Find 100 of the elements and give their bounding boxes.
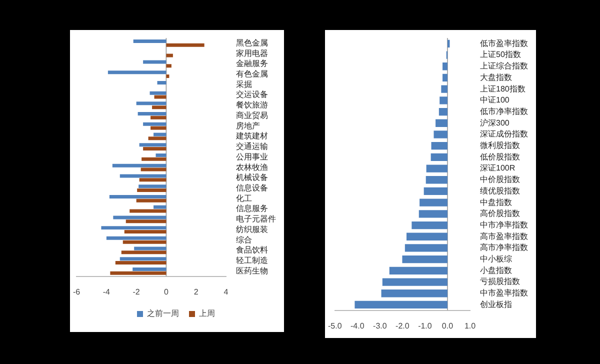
bar (139, 143, 166, 147)
bar (154, 95, 166, 99)
x-tick-label: -2 (132, 287, 140, 296)
y-tick-label: 电子元器件 (236, 214, 276, 224)
y-tick-label: 上证50指数 (480, 50, 521, 60)
bar (113, 216, 166, 220)
bar (130, 209, 166, 213)
y-tick-label: 大盘指数 (480, 72, 512, 82)
y-tick-label: 深证成份指数 (480, 130, 528, 139)
x-tick-label: -6 (72, 287, 81, 296)
y-tick-label: 高市净率指数 (480, 243, 528, 252)
bar (136, 102, 166, 106)
y-tick-label: 低市净率指数 (480, 106, 528, 116)
y-tick-label: 小盘指数 (480, 266, 512, 275)
bar (121, 250, 166, 254)
y-tick-label: 绩优股指数 (480, 186, 520, 196)
bar (108, 70, 166, 74)
bar (156, 154, 166, 158)
bar (106, 236, 166, 240)
y-tick-label: 信息服务 (236, 204, 268, 214)
bar (154, 205, 166, 209)
y-tick-label: 交通运输 (236, 142, 268, 152)
bar (101, 226, 166, 230)
y-tick-label: 综合 (236, 235, 252, 244)
y-tick-label: 房地产 (236, 121, 260, 130)
y-tick-label: 深证100R (480, 164, 516, 173)
legend-label: 之前一周 (147, 309, 179, 318)
y-tick-label: 建筑建材 (235, 132, 268, 141)
y-tick-label: 沪深300 (480, 118, 510, 128)
x-tick-label: 4 (224, 287, 229, 296)
y-tick-label: 交运设备 (236, 90, 268, 100)
y-tick-label: 创业板指 (480, 300, 512, 309)
bar (124, 230, 166, 234)
x-tick-label: -2.0 (396, 321, 410, 330)
y-tick-label: 采掘 (236, 80, 252, 89)
y-tick-label: 家用电器 (236, 48, 268, 58)
x-tick-label: -1.0 (418, 321, 432, 330)
bar (154, 132, 166, 136)
bar (148, 136, 166, 140)
bar (166, 64, 172, 68)
bar (112, 164, 166, 168)
bar (143, 147, 166, 151)
y-tick-label: 上证180指数 (480, 84, 526, 94)
y-tick-label: 食品饮料 (236, 246, 268, 255)
y-tick-label: 餐饮旅游 (236, 100, 268, 110)
x-tick-label: 0.0 (442, 321, 454, 330)
x-tick-label: -4 (102, 287, 111, 296)
y-tick-label: 纺织服装 (236, 224, 268, 234)
bar (134, 246, 166, 250)
bar (115, 261, 166, 265)
bar (110, 271, 166, 275)
y-tick-label: 低市盈率指数 (480, 38, 528, 48)
bar (157, 80, 166, 84)
y-tick-label: 农林牧渔 (236, 162, 268, 172)
bar (139, 178, 166, 182)
bar (152, 106, 166, 110)
y-tick-label: 金融服务 (236, 59, 268, 68)
y-tick-label: 中小板综 (480, 254, 512, 264)
y-tick-label: 上证综合指数 (480, 62, 528, 71)
bar (122, 240, 166, 244)
bar (150, 91, 166, 95)
bar (166, 43, 204, 47)
y-tick-label: 商业贸易 (236, 110, 268, 120)
bar (120, 257, 166, 261)
y-tick-label: 机械设备 (236, 173, 268, 182)
y-tick-label: 中盘指数 (480, 198, 512, 207)
x-tick-label: -5.0 (328, 321, 342, 330)
bar (150, 126, 166, 130)
y-tick-label: 低价股指数 (480, 152, 520, 162)
bar (126, 220, 166, 224)
x-tick-label: 2 (194, 287, 199, 296)
bar (150, 116, 166, 120)
bar (143, 60, 166, 64)
x-tick-label: 0 (164, 287, 169, 296)
bar (133, 39, 166, 43)
bar (166, 54, 173, 58)
y-tick-label: 亏损股指数 (480, 277, 520, 286)
bar (138, 112, 166, 116)
x-tick-label: -3.0 (373, 321, 388, 330)
y-tick-label: 高市盈率指数 (480, 232, 528, 241)
bar (137, 188, 166, 192)
y-tick-label: 医药生物 (236, 266, 268, 276)
bar (132, 268, 166, 272)
bar (120, 174, 166, 178)
y-tick-label: 黑色金属 (236, 38, 268, 48)
bar (109, 194, 166, 198)
legend-label: 上周 (199, 309, 215, 318)
bar (138, 184, 166, 188)
bar (143, 122, 166, 126)
y-tick-label: 中市盈率指数 (480, 288, 528, 298)
y-tick-label: 中价股指数 (480, 175, 520, 184)
y-tick-label: 有色金属 (236, 69, 268, 78)
y-tick-label: 轻工制造 (236, 256, 268, 266)
y-tick-label: 信息设备 (236, 184, 268, 192)
y-tick-label: 高价股指数 (480, 209, 520, 218)
y-tick-label: 中证100 (480, 96, 510, 105)
y-tick-label: 化工 (236, 194, 252, 203)
x-tick-label: 1.0 (464, 321, 476, 330)
x-tick-label: -4.0 (350, 321, 365, 330)
bar (142, 157, 166, 161)
